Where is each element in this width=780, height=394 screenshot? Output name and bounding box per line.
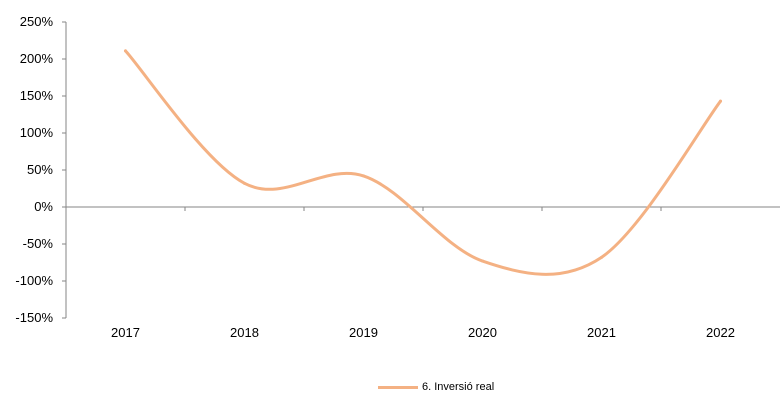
x-tick-label: 2020: [468, 325, 497, 340]
data-point: [719, 99, 722, 103]
x-tick-label: 2018: [230, 325, 259, 340]
y-tick-label: 150%: [20, 88, 54, 103]
y-tick-label: 200%: [20, 51, 54, 66]
legend: 6. Inversió real: [378, 380, 494, 394]
x-tick-labels: 2017 2018 2019 2020 2021 2022: [111, 325, 735, 340]
y-tick-label: 0%: [34, 199, 53, 214]
x-tick-label: 2021: [587, 325, 616, 340]
y-tick-label: -50%: [23, 236, 54, 251]
axes: [62, 21, 780, 319]
x-tick-label: 2022: [706, 325, 735, 340]
legend-label: 6. Inversió real: [422, 381, 495, 393]
y-tick-labels: 250% 200% 150% 100% 50% 0% -50% -100% -150%: [15, 14, 53, 325]
data-point: [600, 255, 603, 259]
legend-swatch: [378, 385, 418, 389]
series-line-0: [124, 49, 722, 276]
series-lines: [124, 49, 722, 276]
y-tick-label: 100%: [20, 125, 54, 140]
y-tick-label: 50%: [27, 162, 53, 177]
data-point: [362, 174, 365, 178]
y-tick-label: -100%: [15, 273, 53, 288]
x-tick-label: 2017: [111, 325, 140, 340]
data-point: [481, 259, 484, 263]
y-tick-label: 250%: [20, 14, 54, 29]
y-tick-label: -150%: [15, 310, 53, 325]
data-point: [243, 181, 246, 185]
data-point: [124, 49, 127, 53]
x-tick-label: 2019: [349, 325, 378, 340]
